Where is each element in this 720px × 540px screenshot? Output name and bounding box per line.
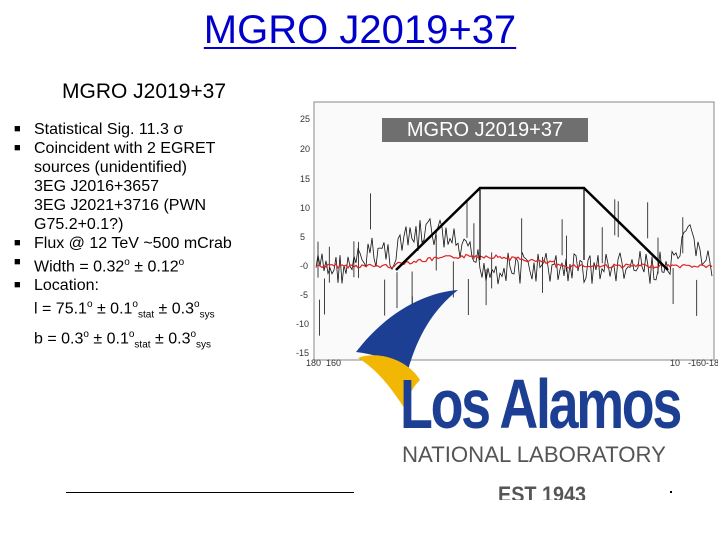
y-tick-label: -10	[296, 319, 309, 329]
y-tick-label: -5	[300, 290, 308, 300]
x-axis-ticks: 180 160 10 -160 -18	[306, 358, 718, 368]
bullet-item: ■ Flux @ 12 TeV ~500 mCrab	[14, 235, 232, 252]
x-tick-label: 180	[306, 358, 321, 368]
slide-title: MGRO J2019+37	[203, 8, 517, 52]
zoom-bracket	[395, 186, 669, 271]
y-tick-label: 5	[300, 232, 305, 242]
y-tick-label: 20	[300, 144, 310, 154]
y-axis-ticks: 25 20 15 10 5 -0 -5 -10 -15	[296, 114, 310, 358]
location-l: l = 75.1o ± 0.1ostat ± 0.3osys	[34, 299, 215, 321]
egret-line: G75.2+0.1?)	[34, 216, 124, 233]
x-tick-label: -18	[706, 358, 718, 368]
y-tick-label: -0	[300, 261, 308, 271]
y-tick-label: 15	[300, 174, 310, 184]
footer-rule	[66, 492, 354, 493]
logo-swoosh-yellow	[358, 355, 420, 414]
y-tick-label: 25	[300, 114, 310, 124]
bullet-marker-icon: ■	[14, 237, 21, 249]
significance-plot: 25 20 15 10 5 -0 -5 -10 -15 180 160 10 -…	[296, 101, 718, 368]
egret-line: 3EG J2021+3716 (PWN	[34, 197, 207, 214]
egret-line: 3EG J2016+3657	[34, 178, 159, 195]
bullet-list: ■ Statistical Sig. 11.3 σ ■ Coincident wit…	[14, 120, 304, 354]
x-tick-label: 10	[670, 358, 680, 368]
x-tick-label: 160	[326, 358, 341, 368]
bullet-item: ■ Statistical Sig. 11.3 σ	[14, 121, 184, 138]
x-tick-label: -160	[688, 358, 706, 368]
y-tick-label: -15	[296, 348, 309, 358]
bullet-marker-icon: ■	[14, 123, 21, 135]
excess-data-line	[315, 217, 713, 285]
slide-subtitle: MGRO J2019+37	[62, 80, 227, 103]
footer-dot	[670, 491, 672, 493]
los-alamos-logo: Los Alamos NATIONAL LABORATORY EST 1943	[356, 290, 684, 500]
bullet-marker-icon: ■	[14, 279, 21, 292]
bullet-marker-icon: ■	[14, 142, 21, 154]
background-curve	[315, 253, 713, 269]
bullet-item: ■ Coincident with 2 EGRET	[14, 140, 216, 157]
bullet-item: ■ Location:	[14, 277, 99, 295]
y-tick-label: 10	[300, 203, 310, 213]
bullet-marker-icon: ■	[14, 256, 21, 268]
egret-line: sources (unidentified)	[34, 159, 187, 176]
plot-source-label: MGRO J2019+37	[382, 118, 588, 142]
location-b: b = 0.3o ± 0.1ostat ± 0.3osys	[34, 328, 212, 351]
logo-swoosh-blue	[356, 290, 458, 370]
logo-est: EST 1943	[498, 482, 586, 500]
bullet-item: ■ Width = 0.32o ± 0.12o	[14, 253, 304, 276]
logo-subtitle: NATIONAL LABORATORY	[402, 442, 666, 467]
logo-name: Los Alamos	[400, 365, 681, 443]
